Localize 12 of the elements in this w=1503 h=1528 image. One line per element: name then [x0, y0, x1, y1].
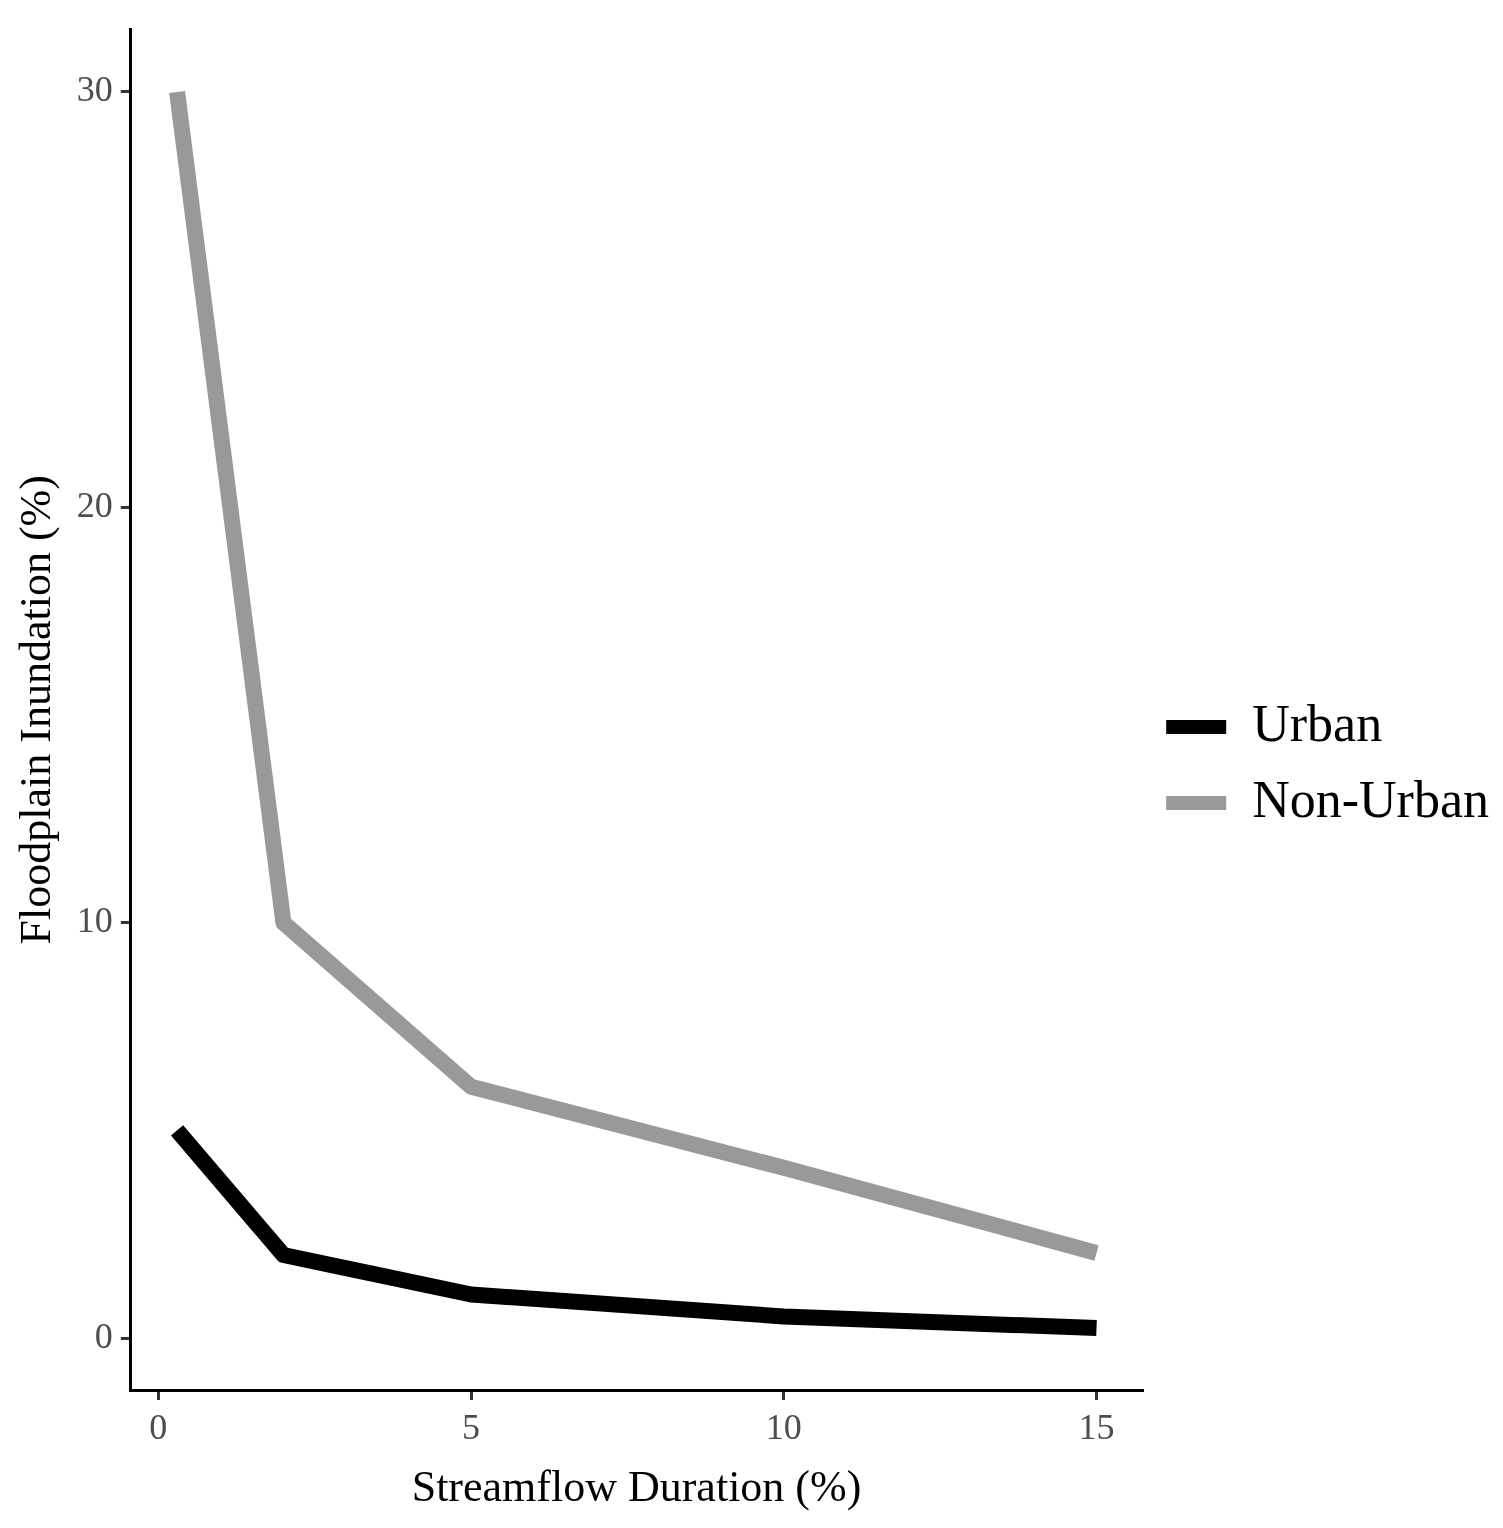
- legend-label: Non-Urban: [1252, 770, 1490, 828]
- x-tick-label: 5: [462, 1407, 481, 1448]
- legend-label: Urban: [1252, 694, 1383, 752]
- y-tick-label: 30: [76, 69, 113, 110]
- x-tick-label: 0: [149, 1407, 168, 1448]
- x-tick-label: 15: [1078, 1407, 1115, 1448]
- x-axis-title: Streamflow Duration (%): [411, 1462, 862, 1512]
- y-tick-label: 0: [94, 1315, 113, 1356]
- y-axis-title: Floodplain Inundation (%): [10, 475, 60, 945]
- y-tick-label: 20: [76, 484, 113, 525]
- y-tick-label: 10: [76, 900, 113, 941]
- x-tick-label: 10: [765, 1407, 802, 1448]
